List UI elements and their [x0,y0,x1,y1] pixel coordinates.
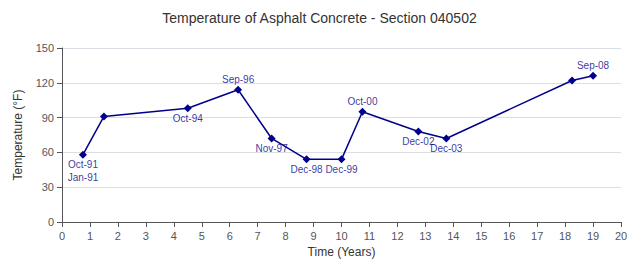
svg-text:90: 90 [42,112,54,124]
svg-text:60: 60 [42,146,54,158]
svg-text:Sep-08: Sep-08 [577,60,610,71]
svg-text:6: 6 [227,230,233,242]
svg-text:Dec-98: Dec-98 [290,164,323,175]
svg-text:Oct-91: Oct-91 [68,159,98,170]
svg-text:15: 15 [475,230,487,242]
svg-text:Jan-91: Jan-91 [68,172,99,183]
svg-text:16: 16 [503,230,515,242]
svg-text:Dec-99: Dec-99 [325,164,358,175]
svg-text:Dec-02: Dec-02 [402,136,435,147]
svg-text:0: 0 [59,230,65,242]
svg-text:Oct-00: Oct-00 [347,96,377,107]
svg-text:Nov-97: Nov-97 [256,143,289,154]
svg-text:Sep-96: Sep-96 [222,74,255,85]
svg-text:30: 30 [42,181,54,193]
svg-text:9: 9 [310,230,316,242]
svg-text:Oct-94: Oct-94 [173,113,203,124]
svg-text:7: 7 [255,230,261,242]
svg-text:5: 5 [199,230,205,242]
svg-text:4: 4 [171,230,177,242]
svg-text:13: 13 [419,230,431,242]
svg-text:19: 19 [587,230,599,242]
svg-text:2: 2 [115,230,121,242]
svg-text:150: 150 [36,42,54,54]
svg-text:3: 3 [143,230,149,242]
svg-text:Dec-03: Dec-03 [430,143,463,154]
svg-text:14: 14 [447,230,459,242]
svg-text:11: 11 [364,230,375,242]
svg-text:10: 10 [335,230,347,242]
svg-text:18: 18 [559,230,571,242]
svg-text:120: 120 [36,77,54,89]
svg-text:12: 12 [391,230,403,242]
svg-text:8: 8 [283,230,289,242]
svg-text:0: 0 [48,216,54,228]
svg-text:1: 1 [87,230,93,242]
svg-text:Temperature of Asphalt Concret: Temperature of Asphalt Concrete - Sectio… [162,10,477,26]
svg-text:Temperature (°F): Temperature (°F) [11,90,25,181]
svg-text:Time (Years): Time (Years) [308,245,376,259]
svg-text:17: 17 [531,230,543,242]
svg-text:20: 20 [615,230,627,242]
